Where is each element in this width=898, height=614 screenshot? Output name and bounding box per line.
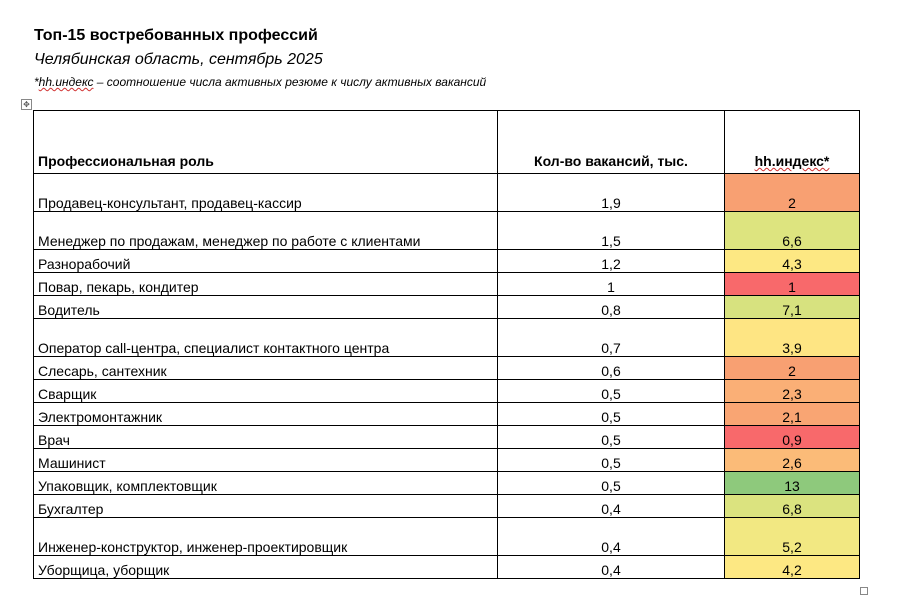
vacancies-cell: 0,5	[497, 402, 725, 426]
role-cell: Инженер-конструктор, инженер-проектировщ…	[33, 517, 498, 556]
table-row: Бухгалтер 0,4 6,8	[33, 494, 860, 518]
header-hh-index: hh.индекс*	[724, 110, 860, 174]
table-resize-handle[interactable]	[860, 587, 868, 595]
vacancies-cell: 0,5	[497, 448, 725, 472]
vacancies-cell: 0,4	[497, 555, 725, 579]
table-row: Инженер-конструктор, инженер-проектировщ…	[33, 517, 860, 556]
role-cell: Слесарь, сантехник	[33, 356, 498, 380]
hh-index-cell: 2,1	[724, 402, 860, 426]
role-cell: Упаковщик, комплектовщик	[33, 471, 498, 495]
hh-index-cell: 0,9	[724, 425, 860, 449]
footnote-text: – соотношение числа активных резюме к чи…	[93, 75, 487, 89]
hh-index-cell: 7,1	[724, 295, 860, 319]
table-header-row: Профессиональная роль Кол-во вакансий, т…	[33, 110, 860, 174]
table-row: Повар, пекарь, кондитер 1 1	[33, 272, 860, 296]
table-row: Сварщик 0,5 2,3	[33, 379, 860, 403]
header-role: Профессиональная роль	[33, 110, 498, 174]
table-row: Менеджер по продажам, менеджер по работе…	[33, 211, 860, 250]
vacancies-cell: 1	[497, 272, 725, 296]
vacancies-cell: 0,5	[497, 471, 725, 495]
vacancies-cell: 0,7	[497, 318, 725, 357]
hh-index-cell: 13	[724, 471, 860, 495]
vacancies-cell: 1,9	[497, 173, 725, 212]
role-cell: Разнорабочий	[33, 249, 498, 273]
vacancies-cell: 0,4	[497, 494, 725, 518]
footnote-asterisk: *	[34, 75, 39, 89]
vacancies-cell: 0,4	[497, 517, 725, 556]
table-move-handle-icon[interactable]: ✥	[21, 99, 32, 110]
role-cell: Уборщица, уборщик	[33, 555, 498, 579]
table-row: Упаковщик, комплектовщик 0,5 13	[33, 471, 860, 495]
table-row: Разнорабочий 1,2 4,3	[33, 249, 860, 273]
hh-index-cell: 5,2	[724, 517, 860, 556]
hh-index-cell: 3,9	[724, 318, 860, 357]
table-row: Водитель 0,8 7,1	[33, 295, 860, 319]
document-subtitle: Челябинская область, сентябрь 2025	[34, 51, 323, 68]
hh-index-cell: 6,8	[724, 494, 860, 518]
hh-index-cell: 6,6	[724, 211, 860, 250]
professions-table: Профессиональная роль Кол-во вакансий, т…	[33, 110, 860, 579]
vacancies-cell: 0,5	[497, 379, 725, 403]
footnote-hh-term: hh.индекс	[38, 75, 94, 89]
header-hh-index-label: hh.индекс*	[754, 153, 830, 169]
role-cell: Сварщик	[33, 379, 498, 403]
hh-index-cell: 2,6	[724, 448, 860, 472]
table-row: Продавец-консультант, продавец-кассир 1,9…	[33, 173, 860, 212]
header-vacancies: Кол-во вакансий, тыс.	[497, 110, 725, 174]
role-cell: Менеджер по продажам, менеджер по работе…	[33, 211, 498, 250]
table-row: Электромонтажник 0,5 2,1	[33, 402, 860, 426]
role-cell: Электромонтажник	[33, 402, 498, 426]
role-cell: Повар, пекарь, кондитер	[33, 272, 498, 296]
vacancies-cell: 1,2	[497, 249, 725, 273]
hh-index-cell: 1	[724, 272, 860, 296]
table-row: Уборщица, уборщик 0,4 4,2	[33, 555, 860, 579]
vacancies-cell: 0,6	[497, 356, 725, 380]
table-row: Машинист 0,5 2,6	[33, 448, 860, 472]
document-title: Топ-15 востребованных профессий	[34, 27, 318, 44]
role-cell: Продавец-консультант, продавец-кассир	[33, 173, 498, 212]
index-footnote: *hh.индекс – соотношение числа активных …	[34, 75, 486, 89]
hh-index-cell: 2	[724, 173, 860, 212]
role-cell: Бухгалтер	[33, 494, 498, 518]
hh-index-cell: 2,3	[724, 379, 860, 403]
table-body: Продавец-консультант, продавец-кассир 1,9…	[33, 173, 860, 579]
role-cell: Водитель	[33, 295, 498, 319]
hh-index-cell: 4,2	[724, 555, 860, 579]
role-cell: Врач	[33, 425, 498, 449]
role-cell: Оператор call-центра, специалист контакт…	[33, 318, 498, 357]
vacancies-cell: 1,5	[497, 211, 725, 250]
table-row: Оператор call-центра, специалист контакт…	[33, 318, 860, 357]
vacancies-cell: 0,8	[497, 295, 725, 319]
table-row: Врач 0,5 0,9	[33, 425, 860, 449]
hh-index-cell: 4,3	[724, 249, 860, 273]
table-row: Слесарь, сантехник 0,6 2	[33, 356, 860, 380]
hh-index-cell: 2	[724, 356, 860, 380]
vacancies-cell: 0,5	[497, 425, 725, 449]
role-cell: Машинист	[33, 448, 498, 472]
